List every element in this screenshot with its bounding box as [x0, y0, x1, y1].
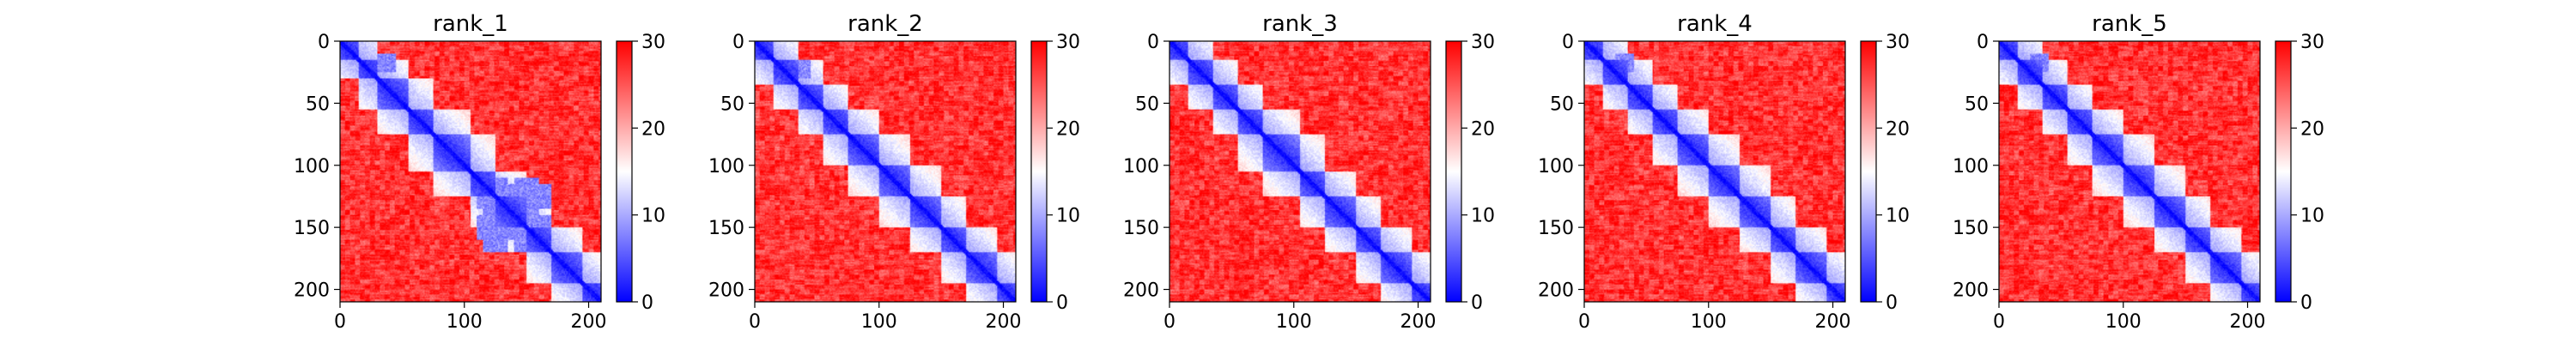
- x-tick-label: 200: [986, 311, 1022, 333]
- y-tick-label: 100: [294, 156, 330, 178]
- heatmap-image: [1584, 41, 1845, 302]
- colorbar-tick-label: 0: [1886, 292, 1898, 314]
- axes-frame: [1583, 40, 1846, 303]
- colorbar-tick-label: 0: [2300, 292, 2312, 314]
- y-tick-label: 50: [1550, 93, 1574, 115]
- y-tick-label: 100: [1953, 156, 1989, 178]
- y-tick-label: 100: [1123, 156, 1159, 178]
- colorbar-tick-label: 10: [1471, 206, 1495, 227]
- y-tick-label: 150: [294, 218, 330, 239]
- colorbar: [616, 40, 633, 303]
- heatmap-image: [1999, 41, 2260, 302]
- colorbar: [1445, 40, 1462, 303]
- heatmap-image: [340, 41, 601, 302]
- y-tick-label: 50: [1965, 93, 1989, 115]
- y-tick-label: 50: [306, 93, 330, 115]
- x-tick-label: 100: [861, 311, 897, 333]
- panel-title: rank_4: [1677, 11, 1753, 37]
- axes-frame: [339, 40, 602, 303]
- axes-frame: [754, 40, 1017, 303]
- x-tick-label: 0: [1578, 311, 1590, 333]
- colorbar-tick-label: 30: [2300, 32, 2324, 53]
- y-tick-label: 150: [1538, 218, 1574, 239]
- x-tick-label: 200: [1815, 311, 1851, 333]
- colorbar-tick-label: 30: [1886, 32, 1910, 53]
- panel-title: rank_3: [1262, 11, 1338, 37]
- y-tick-label: 200: [1123, 280, 1159, 302]
- y-tick-label: 150: [708, 218, 744, 239]
- y-tick-label: 0: [318, 32, 330, 53]
- panel-title: rank_1: [433, 11, 508, 37]
- colorbar-tick-label: 10: [1056, 206, 1080, 227]
- colorbar-tick-label: 10: [2300, 206, 2324, 227]
- colorbar: [1860, 40, 1877, 303]
- panel-title: rank_5: [2092, 11, 2167, 37]
- colorbar-tick-label: 20: [641, 118, 665, 140]
- colorbar: [1030, 40, 1048, 303]
- x-tick-label: 200: [1400, 311, 1437, 333]
- y-tick-label: 200: [1953, 280, 1989, 302]
- y-tick-label: 0: [1562, 32, 1574, 53]
- colorbar-tick-label: 10: [1886, 206, 1910, 227]
- colorbar-tick-label: 30: [641, 32, 665, 53]
- x-tick-label: 0: [1993, 311, 2005, 333]
- axes-frame: [1998, 40, 2261, 303]
- y-tick-label: 100: [1538, 156, 1574, 178]
- y-tick-label: 0: [732, 32, 744, 53]
- colorbar-tick-label: 30: [1056, 32, 1080, 53]
- x-tick-label: 200: [2230, 311, 2266, 333]
- y-tick-label: 200: [1538, 280, 1574, 302]
- heatmap-image: [755, 41, 1016, 302]
- y-tick-label: 0: [1977, 32, 1989, 53]
- colorbar-tick-label: 10: [641, 206, 665, 227]
- y-tick-label: 150: [1123, 218, 1159, 239]
- x-tick-label: 200: [571, 311, 607, 333]
- x-tick-label: 100: [1276, 311, 1312, 333]
- y-tick-label: 50: [720, 93, 744, 115]
- axes-frame: [1169, 40, 1431, 303]
- colorbar-tick-label: 0: [1471, 292, 1483, 314]
- panel-title: rank_2: [848, 11, 923, 37]
- colorbar-tick-label: 0: [1056, 292, 1068, 314]
- heatmap-image: [1170, 41, 1431, 302]
- colorbar-tick-label: 20: [1886, 118, 1910, 140]
- colorbar-tick-label: 20: [1056, 118, 1080, 140]
- x-tick-label: 100: [2105, 311, 2142, 333]
- y-tick-label: 100: [708, 156, 744, 178]
- x-tick-label: 0: [334, 311, 346, 333]
- y-tick-label: 150: [1953, 218, 1989, 239]
- x-tick-label: 0: [1163, 311, 1176, 333]
- y-tick-label: 0: [1147, 32, 1159, 53]
- colorbar-tick-label: 30: [1471, 32, 1495, 53]
- colorbar-tick-label: 20: [1471, 118, 1495, 140]
- x-tick-label: 100: [1691, 311, 1727, 333]
- y-tick-label: 200: [708, 280, 744, 302]
- x-tick-label: 0: [749, 311, 761, 333]
- y-tick-label: 50: [1135, 93, 1159, 115]
- colorbar-tick-label: 0: [641, 292, 653, 314]
- x-tick-label: 100: [447, 311, 483, 333]
- colorbar-tick-label: 20: [2300, 118, 2324, 140]
- colorbar: [2275, 40, 2292, 303]
- y-tick-label: 200: [294, 280, 330, 302]
